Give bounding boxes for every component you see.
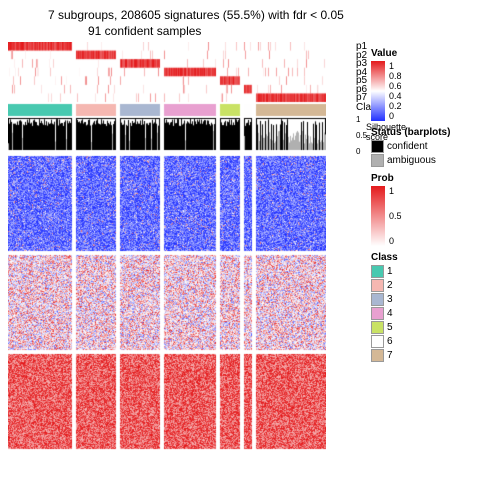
legend-item: 1 — [371, 265, 450, 278]
legend-item: 7 — [371, 349, 450, 362]
value-gradient — [371, 61, 385, 121]
plot-subtitle: 91 confident samples — [8, 24, 496, 38]
plot-area: 123 p1p2p3p4p5p6p7Class10.50Silhouettesc… — [8, 42, 326, 462]
sil-tick: 1 — [356, 115, 360, 124]
legend-class-title: Class — [371, 252, 450, 263]
legend-item: 3 — [371, 293, 450, 306]
legend-value-title: Value — [371, 48, 450, 59]
legend-item: 4 — [371, 307, 450, 320]
legend-item: 5 — [371, 321, 450, 334]
legend-item: 2 — [371, 279, 450, 292]
plot-title: 7 subgroups, 208605 signatures (55.5%) w… — [8, 8, 496, 22]
legend-item: ambiguous — [371, 154, 450, 167]
heatmap-canvas — [8, 42, 326, 462]
sil-label2: score — [366, 132, 388, 142]
legend-prob-title: Prob — [371, 173, 450, 184]
legend-item: 6 — [371, 335, 450, 348]
legend-area: Value 10.80.60.40.20 Status (barplots) c… — [371, 42, 450, 462]
sil-label: Silhouette — [366, 122, 406, 132]
prob-gradient — [371, 186, 385, 246]
sil-tick: 0 — [356, 147, 360, 156]
